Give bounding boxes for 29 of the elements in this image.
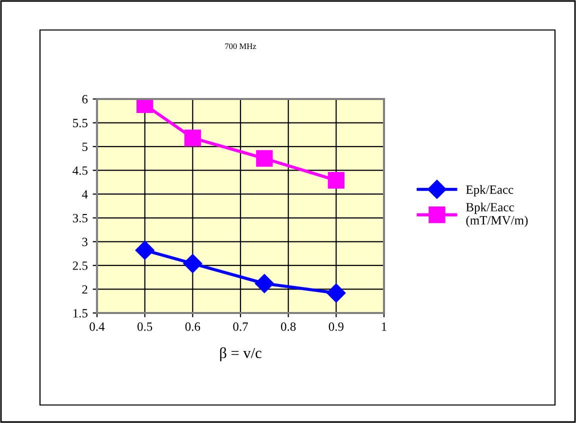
y-tick-label: 3.5 <box>72 214 88 222</box>
y-tick-label: 5.5 <box>73 118 88 128</box>
legend-label: Bpk/Eacc (mT/MV/m) <box>466 202 528 228</box>
point <box>183 254 202 274</box>
y-tick-label: 6 <box>82 95 88 104</box>
point <box>256 150 273 167</box>
point <box>136 99 154 114</box>
x-tick-label: 0.6 <box>185 322 200 331</box>
y-tick-label: 5 <box>82 142 88 152</box>
point <box>254 274 274 294</box>
y-tick-label: 2 <box>82 285 88 294</box>
x-tick-label: 1 <box>382 322 386 331</box>
point <box>326 283 346 303</box>
point <box>328 172 344 189</box>
x-tick-label: 0.5 <box>137 322 152 331</box>
chart-title: 700 MHz <box>225 43 256 50</box>
y-tick-label: 3 <box>82 238 88 246</box>
x-tick-label: 0.9 <box>328 322 344 331</box>
legend-label: Epk/Eacc <box>466 185 514 196</box>
point <box>184 130 201 146</box>
y-tick-label: 2.5 <box>72 262 88 270</box>
point <box>135 240 154 260</box>
y-tick-label: 4 <box>82 190 88 198</box>
x-tick-label: 0.8 <box>280 322 296 331</box>
x-tick-label: 0.4 <box>90 322 105 331</box>
x-tick-label: 0.7 <box>233 322 248 331</box>
y-tick-label: 1.5 <box>73 309 88 318</box>
x-axis-title: β = v/c <box>220 347 262 362</box>
y-tick-label: 4.5 <box>72 166 88 175</box>
